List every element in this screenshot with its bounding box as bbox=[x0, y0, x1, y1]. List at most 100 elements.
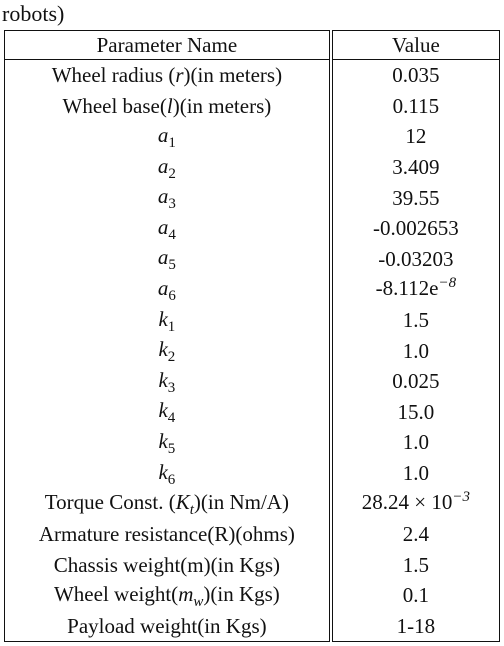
parameter-name-cell: k5 bbox=[4, 427, 333, 458]
parameter-symbol: l bbox=[166, 93, 173, 118]
value-text: -0.002653 bbox=[373, 216, 459, 241]
parameter-name-text: Torque Const. ( bbox=[44, 490, 176, 515]
value-cell: 12 bbox=[331, 121, 500, 152]
table-caption: robots) bbox=[2, 1, 65, 26]
parameter-symbol: a bbox=[157, 184, 169, 209]
parameter-symbol: k bbox=[158, 459, 168, 484]
parameter-name-cell: a1 bbox=[4, 121, 333, 152]
value-exponent: −3 bbox=[452, 489, 470, 506]
table-row: k4 15.0 bbox=[4, 396, 500, 428]
parameter-subscript: 4 bbox=[167, 410, 176, 427]
parameter-symbol: a bbox=[157, 153, 169, 178]
parameter-name-text: Wheel base( bbox=[62, 93, 167, 118]
table-row: k2 1.0 bbox=[4, 335, 500, 366]
value-cell: -8.112e−8 bbox=[331, 274, 500, 305]
parameter-name-cell: a5 bbox=[4, 243, 333, 275]
parameter-name-cell: k4 bbox=[4, 396, 333, 428]
value-text: 1.0 bbox=[402, 461, 429, 486]
table-row: Wheel radius (r)(in meters) 0.035 bbox=[4, 59, 500, 91]
value-cell: -0.002653 bbox=[331, 213, 500, 244]
value-cell: 15.0 bbox=[331, 397, 500, 428]
parameter-name-cell: k2 bbox=[4, 335, 333, 366]
parameter-symbol: k bbox=[158, 428, 168, 453]
table-row: k6 1.0 bbox=[4, 457, 500, 489]
value-text: 0.025 bbox=[392, 369, 440, 394]
parameter-symbol: a bbox=[157, 214, 169, 239]
parameter-name-cell: Torque Const. (Kt)(in Nm/A) bbox=[4, 488, 333, 519]
value-text: 1.0 bbox=[402, 338, 429, 363]
parameter-symbol: r bbox=[175, 63, 184, 88]
parameter-name-text: Chassis weight(m)(in Kgs) bbox=[53, 552, 281, 577]
parameter-name-cell: k3 bbox=[4, 365, 333, 397]
parameter-symbol: k bbox=[158, 337, 168, 362]
column-header-parameter-name: Parameter Name bbox=[4, 30, 333, 60]
table-row: Wheel base(l)(in meters) 0.115 bbox=[4, 90, 500, 122]
table-row: k5 1.0 bbox=[4, 427, 500, 458]
value-cell: 1-18 bbox=[331, 611, 500, 642]
parameter-subscript: w bbox=[193, 593, 204, 610]
value-cell: 39.55 bbox=[331, 182, 500, 213]
table-row: Payload weight(in Kgs) 1-18 bbox=[4, 610, 500, 642]
parameter-subscript: 2 bbox=[167, 349, 176, 366]
table-header-row: Parameter Name Value bbox=[4, 30, 500, 60]
parameter-subscript: 1 bbox=[167, 318, 176, 335]
value-exponent: −8 bbox=[438, 274, 457, 291]
value-text: 1.0 bbox=[402, 430, 429, 455]
value-cell: 0.025 bbox=[331, 366, 500, 397]
parameter-name-suffix: )(in meters) bbox=[183, 63, 283, 88]
parameter-symbol: k bbox=[158, 367, 168, 392]
parameter-subscript: 6 bbox=[167, 471, 176, 488]
value-cell: 1.0 bbox=[331, 427, 500, 458]
parameter-subscript: 6 bbox=[168, 287, 176, 304]
parameter-name-text: Wheel radius ( bbox=[51, 63, 176, 88]
parameter-subscript: 3 bbox=[167, 379, 176, 396]
table-body: Wheel radius (r)(in meters) 0.035 Wheel ba… bbox=[4, 59, 500, 642]
table-row: a1 12 bbox=[4, 121, 500, 152]
parameters-table: Parameter Name Value Wheel radius (r)(in… bbox=[4, 30, 500, 643]
table-row: a2 3.409 bbox=[4, 151, 500, 183]
parameter-name-cell: Chassis weight(m)(in Kgs) bbox=[4, 549, 333, 581]
parameter-subscript: t bbox=[189, 502, 194, 519]
value-cell: 1.5 bbox=[331, 550, 500, 581]
parameter-subscript: 4 bbox=[168, 226, 176, 243]
table-row: Armature resistance(R)(ohms) 2.4 bbox=[4, 518, 500, 550]
parameter-name-text: Armature resistance(R)(ohms) bbox=[38, 522, 295, 547]
value-cell: 1.0 bbox=[331, 458, 500, 489]
value-cell: 1.5 bbox=[331, 305, 500, 336]
parameter-name-suffix: )(in Kgs) bbox=[203, 581, 280, 606]
parameter-symbol: K bbox=[175, 490, 190, 515]
value-text: 1-18 bbox=[396, 613, 436, 638]
parameter-name-cell: Payload weight(in Kgs) bbox=[4, 610, 333, 642]
value-text: 1.5 bbox=[402, 552, 429, 577]
parameter-name-cell: a6 bbox=[4, 274, 333, 305]
value-cell: 0.1 bbox=[331, 580, 500, 611]
parameter-name-cell: a2 bbox=[4, 151, 333, 183]
value-cell: 3.409 bbox=[331, 152, 500, 183]
parameter-name-cell: k6 bbox=[4, 457, 333, 489]
parameter-subscript: 5 bbox=[168, 257, 176, 274]
value-text: 3.409 bbox=[392, 155, 440, 180]
parameter-name-cell: Armature resistance(R)(ohms) bbox=[4, 518, 333, 550]
table-row: a4 -0.002653 bbox=[4, 212, 500, 244]
value-text: 39.55 bbox=[392, 185, 440, 210]
value-text: 2.4 bbox=[402, 522, 429, 547]
parameter-symbol: a bbox=[157, 245, 169, 270]
parameter-name-text: Wheel weight( bbox=[53, 581, 179, 606]
parameter-name-cell: a3 bbox=[4, 182, 333, 213]
value-cell: 28.24 × 10−3 bbox=[331, 488, 500, 519]
parameter-name-suffix: )(in meters) bbox=[172, 93, 272, 118]
parameter-subscript: 1 bbox=[168, 134, 176, 151]
parameter-name-cell: Wheel radius (r)(in meters) bbox=[4, 59, 333, 91]
value-text: -0.03203 bbox=[378, 246, 454, 271]
parameter-name-cell: Wheel base(l)(in meters) bbox=[4, 90, 333, 122]
table-row: a5 -0.03203 bbox=[4, 243, 500, 275]
table-row: a3 39.55 bbox=[4, 182, 500, 213]
table-row: Torque Const. (Kt)(in Nm/A) 28.24 × 10−3 bbox=[4, 488, 500, 519]
parameter-subscript: 5 bbox=[167, 440, 176, 457]
table-row: a6 -8.112e−8 bbox=[4, 274, 500, 305]
parameter-symbol: a bbox=[157, 275, 169, 300]
value-text: 0.035 bbox=[392, 63, 440, 88]
parameter-symbol: k bbox=[158, 306, 168, 331]
parameter-name-text: Payload weight(in Kgs) bbox=[67, 613, 267, 638]
table-row: k3 0.025 bbox=[4, 365, 500, 397]
